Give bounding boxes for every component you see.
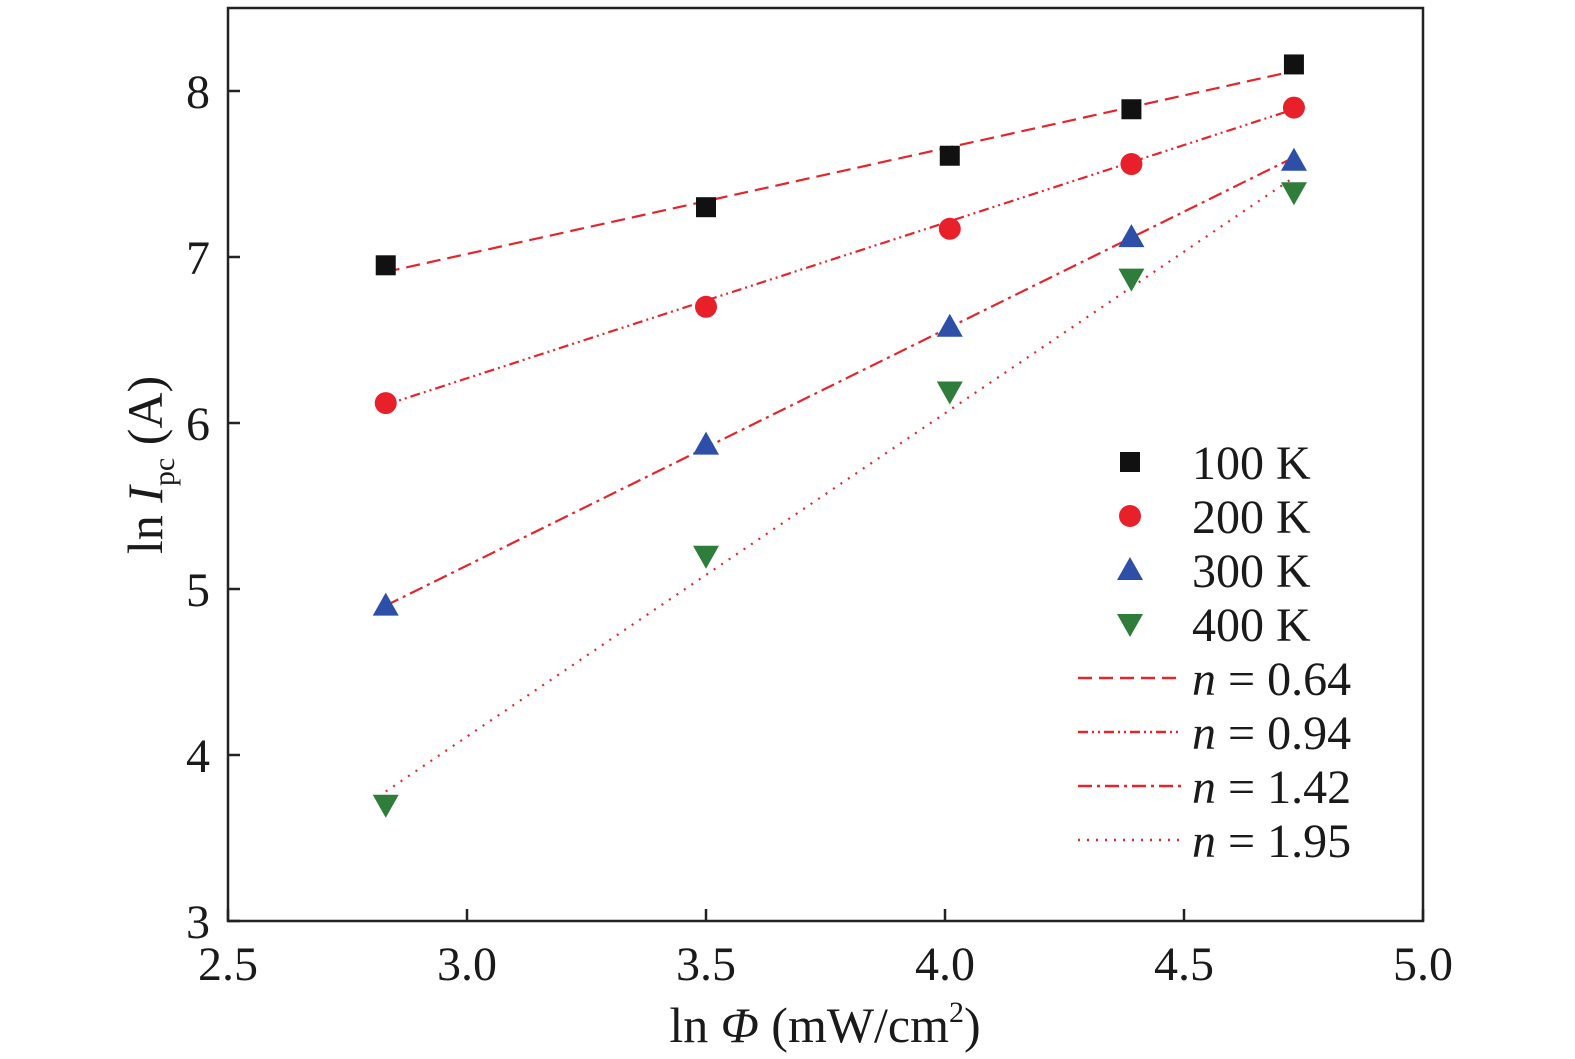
legend-fit-label: n = 1.42 xyxy=(1192,761,1351,814)
fit-value: = 0.64 xyxy=(1216,653,1351,706)
fit-line-3 xyxy=(385,156,1295,607)
fit-variable: n xyxy=(1192,815,1216,868)
legend-label: 100 K xyxy=(1192,437,1311,490)
y-tick-label: 3 xyxy=(186,896,210,949)
data-point xyxy=(1118,268,1145,292)
data-point xyxy=(938,217,961,240)
legend-fit-label: n = 1.95 xyxy=(1192,815,1351,868)
data-point xyxy=(1118,224,1145,248)
x-tick-label: 4.5 xyxy=(1154,938,1214,991)
x-axis-label: ln Φ (mW/cm2) xyxy=(669,996,980,1053)
data-point xyxy=(1280,147,1307,171)
data-point xyxy=(1280,182,1307,206)
fit-value: = 1.42 xyxy=(1216,761,1351,814)
x-tick-label: 3.0 xyxy=(437,938,497,991)
fit-variable: n xyxy=(1192,707,1216,760)
fit-variable: n xyxy=(1192,653,1216,706)
y-tick-label: 6 xyxy=(186,398,210,451)
axis-ticks: 2.5 3.0 3.5 4.0 4.5 5.0 3 4 5 6 7 8 xyxy=(186,66,1453,991)
data-point xyxy=(374,392,397,415)
data-point xyxy=(693,545,719,569)
y-axis-label: ln Ipc (A) xyxy=(117,376,181,554)
fit-line-1 xyxy=(385,70,1295,274)
x-tick-label: 4.0 xyxy=(915,938,975,991)
legend-label: 200 K xyxy=(1192,491,1311,544)
y-tick-label: 4 xyxy=(186,730,210,783)
legend-fit-label: n = 0.94 xyxy=(1192,707,1351,760)
fit-value: = 1.95 xyxy=(1216,815,1351,868)
y-tick-label: 5 xyxy=(186,564,210,617)
data-point xyxy=(936,313,963,337)
legend-label: 400 K xyxy=(1192,599,1311,652)
data-point xyxy=(375,255,396,276)
data-point xyxy=(696,197,716,218)
fit-lines xyxy=(385,70,1295,793)
data-point xyxy=(372,592,399,616)
fit-line-4 xyxy=(385,176,1295,793)
data-markers xyxy=(372,54,1307,818)
data-point xyxy=(936,381,963,405)
data-point xyxy=(695,295,717,318)
data-point xyxy=(939,145,960,166)
fit-value: = 0.94 xyxy=(1216,707,1351,760)
legend-fit-label: n = 0.64 xyxy=(1192,653,1351,706)
y-tick-label: 8 xyxy=(186,66,210,119)
data-point xyxy=(1283,54,1304,75)
legend-label: 300 K xyxy=(1192,545,1311,598)
y-tick-label: 7 xyxy=(186,232,210,285)
data-point xyxy=(1121,99,1142,120)
x-tick-label: 2.5 xyxy=(198,938,258,991)
x-tick-label: 3.5 xyxy=(676,938,736,991)
legend-marker xyxy=(1120,452,1140,472)
x-tick-label: 5.0 xyxy=(1393,938,1453,991)
legend-marker xyxy=(1117,557,1143,580)
legend-marker xyxy=(1117,614,1143,637)
plot-frame xyxy=(226,6,1425,923)
data-point xyxy=(372,794,399,818)
fit-variable: n xyxy=(1192,761,1216,814)
fit-line-2 xyxy=(385,108,1295,406)
data-point xyxy=(693,431,719,455)
legend-marker xyxy=(1119,505,1141,527)
data-point xyxy=(1120,153,1143,176)
data-point xyxy=(1282,96,1305,119)
